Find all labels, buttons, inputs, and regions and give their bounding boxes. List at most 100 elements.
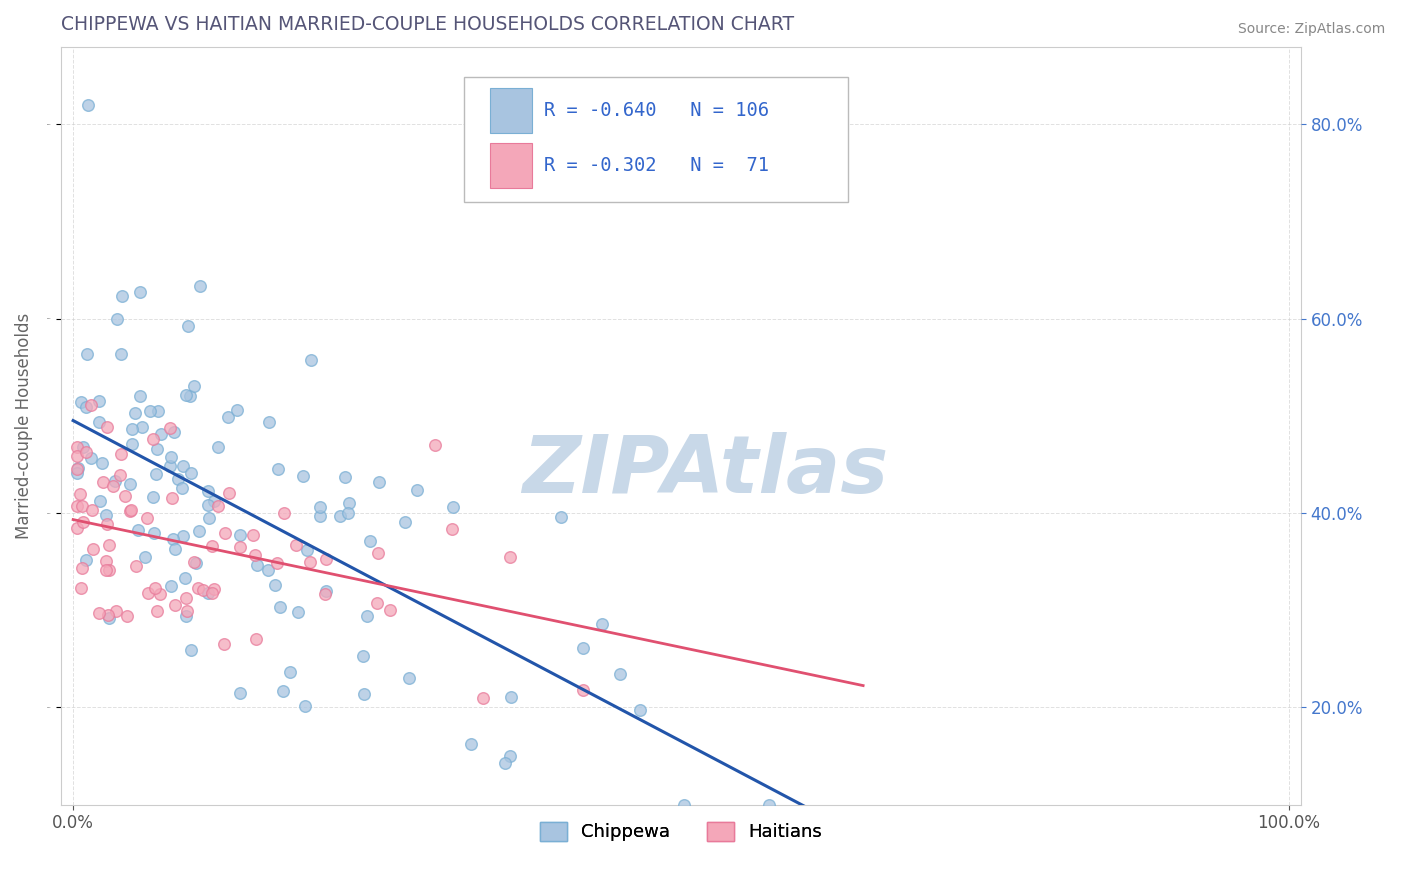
Point	[91, 456, 114, 470]
Point	[75, 553, 97, 567]
Point	[229, 528, 252, 542]
Point	[257, 563, 280, 577]
Point	[214, 525, 236, 540]
FancyBboxPatch shape	[489, 144, 531, 188]
Point	[315, 551, 337, 566]
Point	[329, 508, 352, 523]
Point	[423, 437, 446, 451]
Point	[177, 319, 200, 334]
Point	[499, 549, 522, 564]
Point	[160, 450, 183, 464]
Point	[114, 488, 136, 502]
Point	[494, 756, 516, 770]
FancyBboxPatch shape	[464, 77, 848, 202]
Point	[242, 528, 264, 542]
Point	[69, 394, 91, 409]
Point	[214, 637, 236, 651]
Point	[298, 555, 321, 569]
Point	[82, 541, 104, 556]
Point	[628, 703, 651, 717]
Point	[121, 422, 143, 436]
Point	[217, 409, 239, 424]
Point	[97, 607, 120, 622]
Point	[294, 698, 316, 713]
Point	[66, 462, 89, 476]
Point	[337, 496, 360, 510]
Point	[75, 445, 97, 459]
Point	[394, 515, 416, 529]
Point	[197, 586, 219, 600]
Point	[141, 491, 163, 505]
Y-axis label: Married-couple Households: Married-couple Households	[15, 312, 32, 539]
Point	[162, 532, 184, 546]
Point	[142, 525, 165, 540]
Point	[87, 393, 110, 408]
Point	[188, 524, 211, 538]
Point	[266, 556, 288, 570]
Point	[273, 506, 295, 520]
FancyBboxPatch shape	[489, 88, 531, 133]
Point	[146, 403, 169, 417]
Point	[287, 605, 309, 619]
Point	[200, 539, 222, 553]
Point	[174, 591, 197, 606]
Point	[66, 500, 89, 514]
Point	[550, 510, 572, 524]
Point	[359, 534, 381, 549]
Point	[366, 597, 388, 611]
Point	[180, 643, 202, 657]
Point	[609, 666, 631, 681]
Text: Source: ZipAtlas.com: Source: ZipAtlas.com	[1237, 22, 1385, 37]
Point	[66, 466, 89, 480]
Point	[89, 493, 111, 508]
Point	[136, 586, 159, 600]
Text: R = -0.302   N =  71: R = -0.302 N = 71	[544, 156, 769, 175]
Point	[202, 582, 225, 596]
Point	[72, 561, 94, 575]
Point	[110, 347, 132, 361]
Point	[180, 466, 202, 480]
Point	[460, 737, 482, 751]
Point	[197, 498, 219, 512]
Point	[120, 503, 142, 517]
Point	[160, 491, 183, 505]
Point	[197, 511, 219, 525]
Point	[269, 599, 291, 614]
Point	[207, 440, 229, 454]
Point	[98, 563, 121, 577]
Point	[176, 609, 198, 624]
Point	[160, 578, 183, 592]
Point	[127, 524, 149, 538]
Point	[172, 528, 194, 542]
Point	[229, 686, 252, 700]
Point	[271, 684, 294, 698]
Point	[267, 461, 290, 475]
Point	[191, 582, 214, 597]
Point	[501, 690, 523, 704]
Point	[96, 419, 118, 434]
Point	[115, 608, 138, 623]
Point	[145, 467, 167, 481]
Point	[143, 581, 166, 595]
Point	[187, 581, 209, 595]
Point	[367, 475, 389, 489]
Point	[134, 549, 156, 564]
Point	[499, 749, 522, 764]
Point	[352, 648, 374, 663]
Point	[131, 420, 153, 434]
Point	[118, 504, 141, 518]
Point	[572, 683, 595, 698]
Point	[229, 541, 252, 555]
Point	[167, 472, 190, 486]
Point	[263, 577, 285, 591]
Point	[174, 388, 197, 402]
Point	[135, 511, 157, 525]
Point	[183, 555, 205, 569]
Point	[76, 98, 98, 112]
Point	[70, 499, 93, 513]
Point	[333, 469, 356, 483]
Point	[308, 508, 330, 523]
Point	[673, 797, 696, 812]
Point	[104, 474, 127, 488]
Point	[108, 467, 131, 482]
